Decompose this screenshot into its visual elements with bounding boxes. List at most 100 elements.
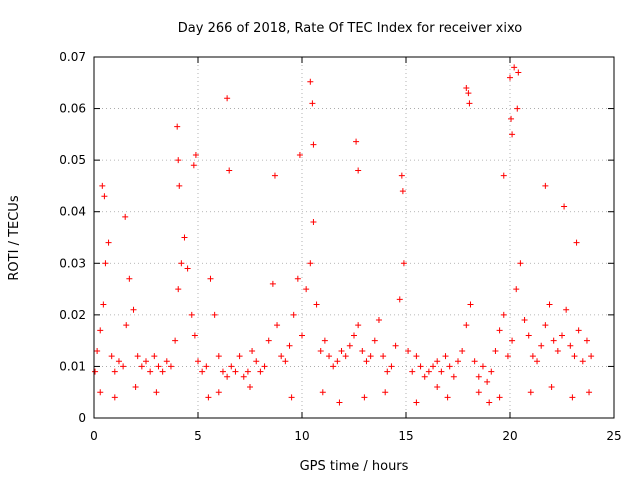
data-point — [507, 74, 513, 81]
data-point — [561, 203, 568, 210]
data-point — [274, 322, 281, 329]
data-point — [463, 322, 470, 329]
data-point — [359, 347, 366, 354]
data-point — [207, 275, 214, 282]
data-point — [486, 399, 493, 406]
data-point — [190, 162, 197, 169]
data-point — [514, 105, 521, 112]
data-point — [479, 363, 486, 370]
data-point — [444, 394, 451, 401]
x-axis-label: GPS time / hours — [300, 459, 409, 474]
data-point — [219, 368, 226, 375]
data-point — [265, 337, 272, 344]
data-point — [466, 100, 473, 107]
data-point — [303, 286, 310, 293]
data-point — [509, 337, 516, 344]
data-point — [191, 332, 198, 339]
data-point — [459, 347, 466, 354]
plot-frame — [93, 56, 615, 419]
data-point — [463, 84, 470, 91]
data-point — [326, 353, 333, 360]
data-point — [97, 327, 104, 334]
data-point — [105, 239, 112, 246]
data-point — [465, 90, 472, 97]
data-point — [573, 239, 580, 246]
data-point — [226, 167, 233, 174]
y-tick-label: 0.02 — [59, 308, 86, 322]
data-point — [224, 95, 231, 102]
data-point — [101, 193, 108, 200]
data-point — [413, 353, 420, 360]
data-point — [534, 358, 541, 365]
data-point — [569, 394, 576, 401]
data-point — [99, 182, 106, 189]
data-point — [434, 384, 441, 391]
data-point — [282, 358, 289, 365]
data-point — [296, 151, 303, 158]
data-point — [203, 363, 210, 370]
data-point — [380, 353, 387, 360]
data-point — [475, 373, 482, 380]
data-point — [232, 368, 239, 375]
data-point — [392, 342, 399, 349]
data-point — [396, 296, 403, 303]
data-point — [271, 172, 278, 179]
data-point — [247, 384, 253, 391]
data-point — [382, 389, 389, 396]
data-point — [307, 78, 314, 85]
data-point — [310, 219, 317, 226]
data-point — [500, 311, 507, 318]
data-point — [515, 69, 522, 76]
data-point — [100, 301, 107, 308]
y-tick-label: 0.05 — [59, 153, 86, 167]
data-point — [215, 389, 222, 396]
data-point — [94, 347, 101, 354]
data-point — [421, 373, 428, 380]
data-point — [108, 353, 115, 360]
data-point — [361, 394, 368, 401]
data-point — [575, 327, 582, 334]
data-point — [143, 358, 149, 365]
data-point — [211, 311, 218, 318]
data-point — [317, 347, 324, 354]
data-point — [122, 213, 129, 220]
data-point — [253, 358, 260, 365]
x-tick-label: 10 — [294, 429, 309, 443]
data-point — [205, 394, 212, 401]
data-point — [554, 347, 561, 354]
data-point — [484, 378, 491, 385]
data-point — [244, 368, 251, 375]
data-point — [130, 306, 137, 313]
data-point — [309, 100, 316, 107]
data-point — [542, 182, 549, 189]
data-point — [496, 394, 503, 401]
data-point — [188, 311, 195, 318]
data-point — [529, 353, 536, 360]
data-point — [120, 363, 127, 370]
data-point — [521, 317, 528, 324]
data-point — [269, 280, 276, 287]
grid-lines — [94, 57, 614, 418]
data-point — [299, 332, 305, 339]
data-point — [174, 123, 181, 130]
data-point — [353, 138, 360, 145]
data-point — [367, 353, 374, 360]
data-point — [159, 368, 166, 375]
data-point — [167, 363, 174, 370]
series-roti — [92, 64, 595, 406]
data-point — [163, 358, 170, 365]
data-point — [467, 301, 474, 308]
y-tick-label: 0.06 — [59, 102, 86, 116]
data-point — [334, 358, 341, 365]
data-point — [126, 275, 133, 282]
data-point — [525, 332, 532, 339]
data-point — [504, 353, 511, 360]
data-point — [409, 368, 416, 375]
data-point — [579, 358, 586, 365]
data-point — [195, 358, 201, 365]
data-point — [215, 353, 222, 360]
data-point — [184, 265, 191, 272]
data-point — [288, 394, 295, 401]
data-point — [92, 368, 99, 375]
axis-ticks — [93, 56, 615, 419]
